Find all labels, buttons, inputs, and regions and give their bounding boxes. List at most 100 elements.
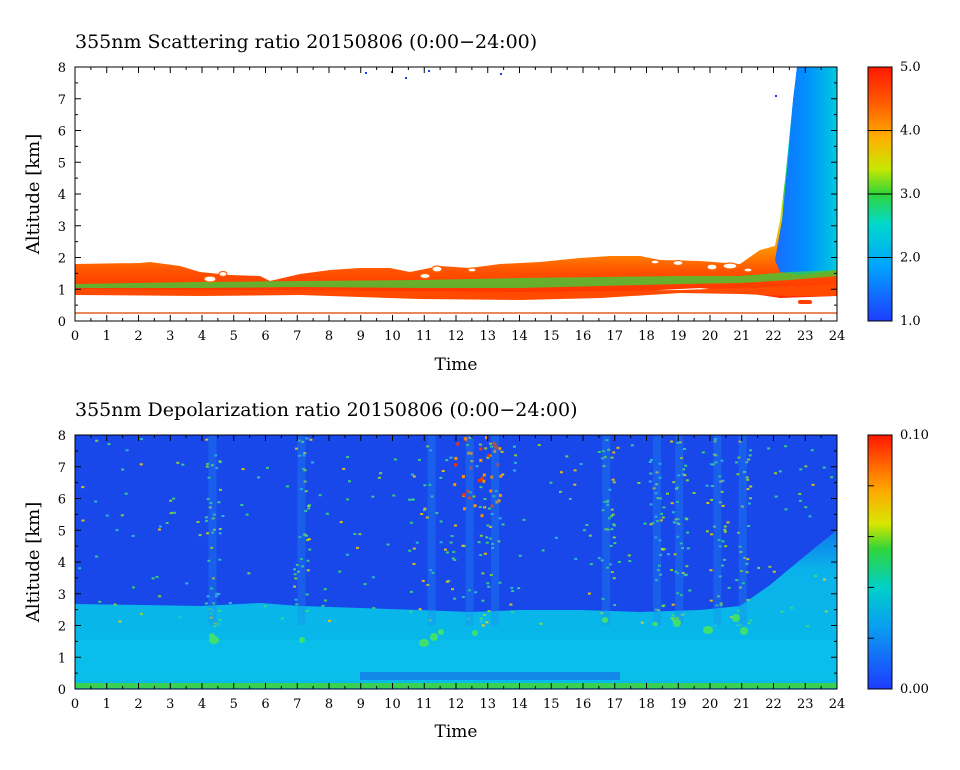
depolarization-speckle xyxy=(736,473,740,476)
depolarization-speckle xyxy=(304,509,308,512)
depolarization-speckle xyxy=(429,449,433,452)
depolarization-speckle xyxy=(720,459,724,462)
depolarization-high-speckle xyxy=(487,453,491,457)
depolarization-speckle xyxy=(412,547,416,550)
depolarization-speckle xyxy=(425,516,429,519)
scattering-x-tick-label: 15 xyxy=(543,329,560,344)
depolarization-speckle xyxy=(285,485,289,488)
depolarization-speckle xyxy=(610,571,614,574)
depolarization-speckle xyxy=(518,554,522,557)
depolarization-x-tick-label: 8 xyxy=(325,697,333,712)
depolarization-speckle xyxy=(492,495,496,498)
depolarization-speckle xyxy=(747,502,751,505)
depolarization-speckle xyxy=(514,454,518,457)
depolarization-speckle xyxy=(410,498,414,501)
depolarization-speckle xyxy=(501,523,505,526)
depolarization-speckle xyxy=(661,516,665,519)
depolarization-speckle xyxy=(293,568,297,571)
depolarization-speckle xyxy=(487,585,491,588)
depolarization-speckle xyxy=(453,558,457,561)
depolarization-speckle xyxy=(308,548,312,551)
depolarization-speckle xyxy=(487,507,491,510)
depolarization-speckle xyxy=(660,512,664,515)
depolarization-speckle xyxy=(610,528,614,531)
depolarization-column-haze xyxy=(675,435,684,626)
depolarization-speckle xyxy=(217,593,221,596)
depolarization-speckle xyxy=(488,442,492,445)
depolarization-speckle xyxy=(666,553,670,556)
depolarization-speckle xyxy=(574,557,578,560)
depolarization-speckle xyxy=(601,457,605,460)
depolarization-speckle xyxy=(204,516,208,519)
depolarization-speckle xyxy=(309,438,313,441)
depolarization-column-haze xyxy=(465,435,474,626)
depolarization-speckle xyxy=(611,513,615,516)
depolarization-speckle xyxy=(475,465,479,468)
depolarization-speckle xyxy=(348,480,352,483)
depolarization-speckle xyxy=(685,565,689,568)
depolarization-speckle xyxy=(686,531,690,534)
depolarization-speckle xyxy=(491,546,495,549)
depolarization-speckle xyxy=(468,436,472,439)
depolarization-speckle xyxy=(745,461,749,464)
depolarization-speckle xyxy=(610,456,614,459)
depolarization-speckle xyxy=(630,444,634,447)
depolarization-speckle xyxy=(172,497,176,500)
depolarization-y-label: Altitude [km] xyxy=(23,502,44,624)
depolarization-speckle xyxy=(346,498,350,501)
depolarization-speckle xyxy=(372,607,376,610)
depolarization-speckle xyxy=(549,481,553,484)
depolarization-speckle xyxy=(747,622,751,625)
depolarization-speckle xyxy=(423,484,427,487)
depolarization-ratio-title: 355nm Depolarization ratio 20150806 (0:0… xyxy=(75,399,577,421)
depolarization-speckle xyxy=(420,513,424,516)
depolarization-speckle xyxy=(206,595,210,598)
depolarization-speckle xyxy=(81,486,85,489)
depolarization-speckle xyxy=(736,624,740,627)
depolarization-speckle xyxy=(466,444,470,447)
depolarization-speckle xyxy=(541,549,545,552)
depolarization-x-tick-label: 18 xyxy=(638,697,655,712)
depolarization-speckle xyxy=(806,625,810,628)
depolarization-speckle xyxy=(339,521,343,524)
depolarization-speckle xyxy=(489,537,493,540)
depolarization-speckle xyxy=(196,521,200,524)
scattering-y-tick-label: 2 xyxy=(58,252,66,267)
depolarization-speckle xyxy=(185,582,189,585)
depolarization-speckle xyxy=(723,525,727,528)
depolarization-speckle xyxy=(324,599,328,602)
depolarization-speckle xyxy=(95,555,99,558)
depolarization-speckle xyxy=(210,546,214,549)
depolarization-speckle xyxy=(484,447,488,450)
depolarization-speckle xyxy=(491,542,495,545)
depolarization-speckle xyxy=(672,521,676,524)
scattering-x-tick-label: 10 xyxy=(384,329,401,344)
depolarization-speckle xyxy=(600,612,604,615)
depolarization-column-haze xyxy=(208,435,217,626)
depolarization-speckle xyxy=(709,599,713,602)
depolarization-speckle xyxy=(461,544,465,547)
depolarization-speckle xyxy=(601,509,605,512)
depolarization-speckle xyxy=(830,476,834,479)
depolarization-speckle xyxy=(721,479,725,482)
depolarization-speckle xyxy=(209,502,213,505)
depolarization-x-tick-label: 13 xyxy=(479,697,496,712)
depolarization-speckle xyxy=(181,463,185,466)
scattering-x-tick-label: 1 xyxy=(103,329,111,344)
depolarization-speckle xyxy=(597,450,601,453)
depolarization-speckle xyxy=(218,528,222,531)
depolarization-speckle xyxy=(510,586,514,589)
depolarization-ratio-panel: 355nm Depolarization ratio 20150806 (0:0… xyxy=(23,399,929,742)
speckle-field xyxy=(78,435,834,628)
depolarization-speckle xyxy=(601,597,605,600)
depolarization-speckle xyxy=(105,514,109,517)
depolarization-speckle xyxy=(371,576,375,579)
depolarization-speckle xyxy=(245,513,249,516)
depolarization-speckle xyxy=(81,519,85,522)
depolarization-speckle xyxy=(710,533,714,536)
depolarization-column-haze xyxy=(738,435,747,626)
depolarization-speckle xyxy=(165,521,169,524)
depolarization-speckle xyxy=(481,624,485,627)
depolarization-speckle xyxy=(643,522,647,525)
depolarization-speckle xyxy=(302,467,306,470)
